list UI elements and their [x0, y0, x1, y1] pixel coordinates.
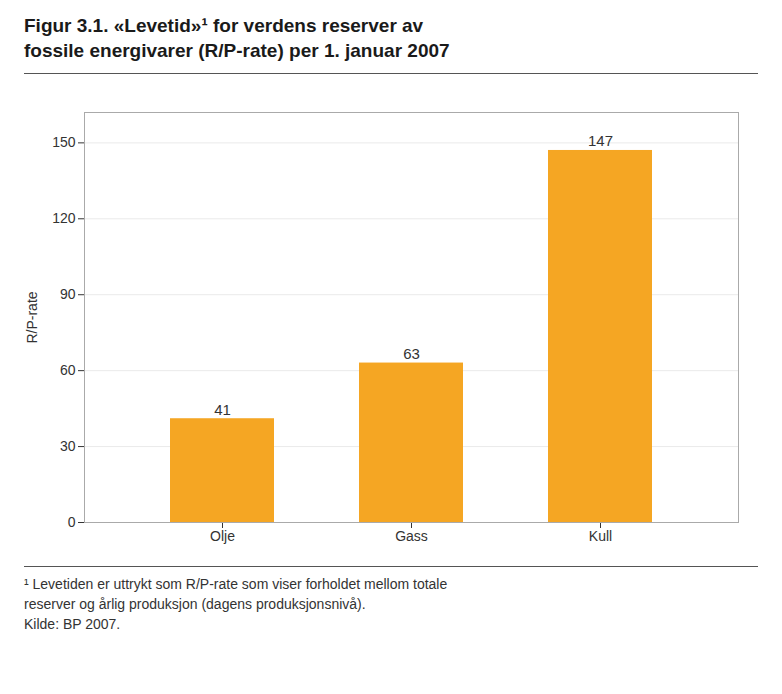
svg-text:120: 120 [52, 211, 76, 227]
svg-text:30: 30 [60, 438, 76, 454]
svg-text:90: 90 [60, 287, 76, 303]
svg-text:41: 41 [214, 401, 231, 418]
svg-text:150: 150 [52, 135, 76, 151]
svg-text:0: 0 [68, 514, 76, 530]
svg-text:147: 147 [588, 133, 613, 150]
svg-text:60: 60 [60, 363, 76, 379]
svg-text:Gass: Gass [395, 529, 428, 545]
svg-text:63: 63 [403, 345, 420, 362]
svg-text:Olje: Olje [210, 529, 235, 545]
svg-text:Kull: Kull [589, 529, 612, 545]
html-text:¹ Levetiden er uttrykt som R/P: ¹ Levetiden er uttrykt som R/P-rate som … [24, 576, 448, 632]
html-text:Figur 3.1. «Levetid»¹ for verd: Figur 3.1. «Levetid»¹ for verdens reserv… [24, 15, 450, 61]
svg-text:R/P-rate: R/P-rate [24, 292, 40, 344]
